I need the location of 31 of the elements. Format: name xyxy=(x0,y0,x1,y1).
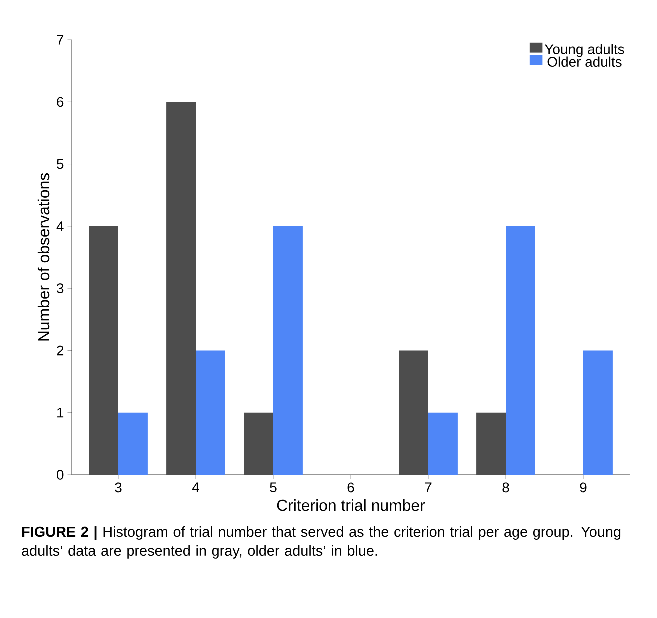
y-tick-label: 5 xyxy=(57,159,64,170)
bar xyxy=(118,412,148,475)
bar xyxy=(89,226,118,475)
legend-label: Young adults xyxy=(544,44,624,58)
x-tick-label: 6 xyxy=(348,482,354,493)
x-tick-label: 5 xyxy=(270,482,277,493)
x-tick-label: 8 xyxy=(502,482,510,493)
y-axis-title: Number of observations xyxy=(38,174,50,341)
x-tick-label: 7 xyxy=(425,482,432,492)
bar xyxy=(428,412,458,475)
x-tick-label: 9 xyxy=(580,482,587,493)
bar xyxy=(244,412,274,475)
bar xyxy=(476,412,506,475)
bar xyxy=(399,350,428,475)
x-tick-label: 3 xyxy=(115,482,122,493)
y-tick-label: 6 xyxy=(57,97,64,108)
bar xyxy=(196,350,226,475)
bar xyxy=(583,350,613,475)
text: FIGURE 2 | Histogram of trial number that served as the criterion trial per age group. Young adults’ data are presented in gray, older adults’ in blue. xyxy=(22,526,621,559)
bar xyxy=(274,226,303,475)
y-tick-label: 1 xyxy=(58,408,64,418)
bar xyxy=(506,226,536,475)
bar xyxy=(166,102,196,475)
y-tick-label: 4 xyxy=(56,222,64,232)
y-tick-label: 2 xyxy=(57,346,64,356)
x-axis-title: Criterion trial number xyxy=(277,499,426,512)
legend-label: Older adults xyxy=(548,56,622,68)
y-tick-label: 0 xyxy=(57,470,64,480)
y-tick-label: 3 xyxy=(57,284,64,294)
y-tick-label: 7 xyxy=(57,35,64,45)
x-tick-label: 4 xyxy=(192,482,200,492)
